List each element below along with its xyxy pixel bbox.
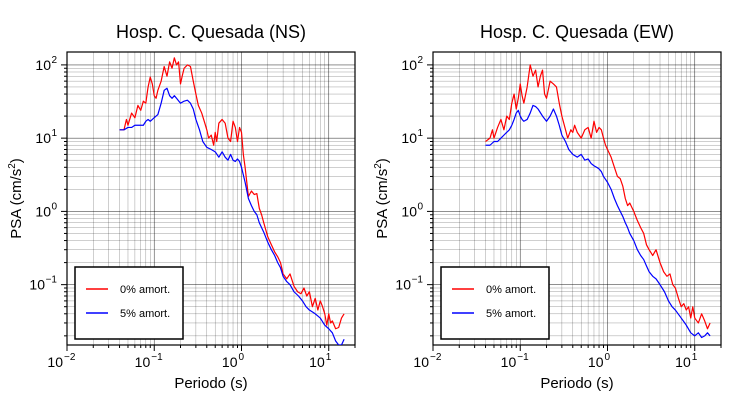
legend-label: 0% amort. [486, 284, 536, 296]
y-axis-label-text: PSA (cm/s2) [373, 158, 391, 239]
y-tick-base: 10 [401, 57, 417, 73]
chart-title: Hosp. C. Quesada (EW) [480, 22, 674, 42]
y-tick-base: 10 [35, 203, 51, 219]
x-tick-base: 10 [222, 354, 238, 370]
x-tick-exponent: 1 [326, 352, 332, 363]
x-tick-base: 10 [675, 354, 691, 370]
x-tick-exponent: 0 [604, 352, 610, 363]
plot-frame [432, 51, 722, 346]
y-axis-label-main: PSA (cm/s [374, 169, 391, 239]
x-tick-label: 10 1 [675, 352, 698, 370]
y-tick-base: 10 [401, 203, 417, 219]
y-tick-exponent: 2 [417, 55, 423, 66]
x-tick-label: 10 0 [222, 352, 245, 370]
y-tick-exponent: 0 [51, 201, 57, 212]
y-axis-label-tail: ) [374, 158, 391, 163]
series-line-five-percent-damping [485, 104, 711, 339]
x-axis-label: Periodo (s) [540, 375, 613, 392]
x-tick-exponent: −2 [64, 352, 76, 363]
x-tick-base: 10 [501, 354, 517, 370]
x-tick-label: 10 −1 [135, 352, 163, 370]
x-tick-base: 10 [135, 354, 151, 370]
x-tick-label: 10 1 [309, 352, 332, 370]
x-tick-exponent: −2 [430, 352, 442, 363]
plot-frame [66, 51, 356, 346]
x-tick-base: 10 [588, 354, 604, 370]
y-tick-base: 10 [29, 277, 45, 293]
x-tick-label: 10 −2 [47, 352, 75, 370]
x-tick-label: 10 −2 [413, 352, 441, 370]
x-tick-exponent: −1 [151, 352, 163, 363]
x-tick-label: 10 0 [588, 352, 611, 370]
y-tick-base: 10 [35, 57, 51, 73]
x-tick-base: 10 [413, 354, 429, 370]
series-line-zero-damping [119, 57, 345, 330]
y-tick-exponent: 1 [417, 128, 423, 139]
y-tick-label: 110 [35, 128, 57, 146]
y-tick-label: 210 [35, 55, 57, 73]
legend: 0% amort. 5% amort. [74, 266, 184, 340]
y-tick-exponent: 0 [417, 201, 423, 212]
grid [66, 52, 356, 345]
x-tick-exponent: 1 [692, 352, 698, 363]
y-tick-exponent: 2 [51, 55, 57, 66]
y-tick-label: 210 [401, 55, 423, 73]
x-tick-exponent: −1 [517, 352, 529, 363]
legend-box [74, 266, 184, 340]
y-tick-label: −110 [395, 275, 423, 293]
y-axis-label-superscript: 2 [373, 163, 384, 169]
y-axis-label-main: PSA (cm/s [8, 169, 25, 239]
y-tick-exponent: 1 [51, 128, 57, 139]
y-axis-label: PSA (cm/s2) [373, 158, 391, 239]
axis-ticks [427, 64, 722, 351]
x-tick-exponent: 0 [238, 352, 244, 363]
y-axis-label-text: PSA (cm/s2) [7, 158, 25, 239]
y-tick-exponent: −1 [412, 275, 424, 286]
legend-box [440, 266, 550, 340]
y-axis-label: PSA (cm/s2) [7, 158, 25, 239]
legend-label: 0% amort. [120, 284, 170, 296]
series-line-five-percent-damping [119, 87, 345, 345]
y-tick-label: 110 [401, 128, 423, 146]
y-axis-label-superscript: 2 [7, 163, 18, 169]
y-tick-label: −110 [29, 275, 57, 293]
axis-ticks [61, 64, 356, 351]
x-tick-base: 10 [47, 354, 63, 370]
y-tick-base: 10 [401, 130, 417, 146]
legend-label: 5% amort. [486, 308, 536, 320]
y-tick-base: 10 [395, 277, 411, 293]
y-tick-label: 010 [401, 201, 423, 219]
y-axis-label-tail: ) [8, 158, 25, 163]
x-tick-base: 10 [309, 354, 325, 370]
x-tick-label: 10 −1 [501, 352, 529, 370]
legend-label: 5% amort. [120, 308, 170, 320]
y-tick-exponent: −1 [46, 275, 58, 286]
chart-title: Hosp. C. Quesada (NS) [116, 22, 306, 42]
x-axis-label: Periodo (s) [174, 375, 247, 392]
y-tick-label: 010 [35, 201, 57, 219]
series-line-zero-damping [485, 64, 711, 330]
legend: 0% amort. 5% amort. [440, 266, 550, 340]
y-tick-base: 10 [35, 130, 51, 146]
